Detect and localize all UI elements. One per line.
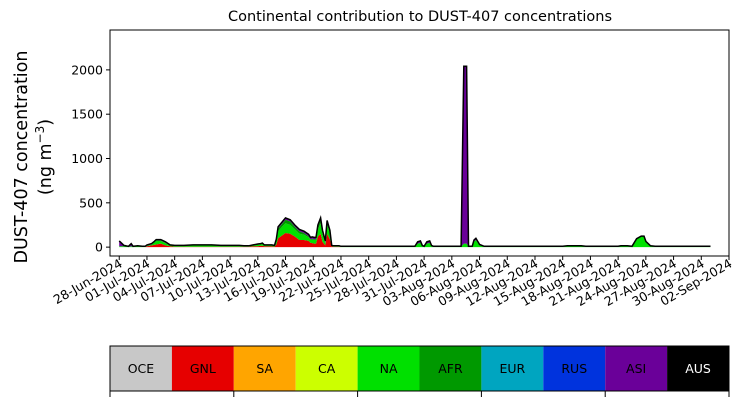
y-axis-label: DUST-407 concentration (ng m−3) — [12, 51, 56, 264]
legend-swatch-aus — [667, 346, 729, 391]
legend-swatch-gnl — [171, 346, 234, 391]
legend-swatch-afr — [419, 346, 482, 391]
legend-swatch-sa — [233, 346, 296, 391]
legend-label-rus: RUS — [561, 361, 587, 376]
legend-swatch-eur — [481, 346, 544, 391]
y-tick-label: 1000 — [71, 151, 103, 166]
legend-label-aus: AUS — [685, 361, 711, 376]
series-area-aus — [119, 66, 711, 247]
plot-frame — [109, 29, 730, 257]
series-area-asi — [119, 66, 711, 247]
legend-label-eur: EUR — [499, 361, 525, 376]
y-tick-label: 1500 — [71, 107, 103, 122]
legend-swatch-rus — [543, 346, 606, 391]
series-area-rus — [119, 219, 711, 247]
x-axis: 28-Jun-202401-Jul-202404-Jul-202407-Jul-… — [51, 256, 735, 309]
legend-label-asi: ASI — [626, 361, 646, 376]
legend-label-oce: OCE — [128, 361, 155, 376]
legend-swatch-na — [357, 346, 420, 391]
y-tick-label: 500 — [79, 195, 103, 210]
series-area-eur — [119, 219, 711, 247]
legend-swatch-asi — [605, 346, 668, 391]
legend-label-gnl: GNL — [190, 361, 216, 376]
series-area-na — [119, 223, 711, 248]
y-axis-label-line1: DUST-407 concentration — [12, 51, 32, 264]
legend-swatch-ca — [295, 346, 358, 391]
y-axis-label-line2: (ng m−3) — [33, 119, 56, 195]
legend-swatch-oce — [110, 346, 172, 391]
legend-label-afr: AFR — [438, 361, 463, 376]
chart-title: Continental contribution to DUST-407 con… — [228, 9, 612, 25]
legend-frame — [109, 345, 730, 392]
legend-label-ca: CA — [318, 361, 336, 376]
y-axis: 0 500 1000 1500 2000 — [71, 62, 110, 255]
legend-colorbar: OCE GNL SA CA NA AFR EUR RUS ASI AUS — [109, 345, 730, 397]
series-areas — [118, 65, 711, 248]
y-tick-label: 2000 — [71, 62, 103, 77]
series-area-afr — [119, 219, 711, 247]
legend-label-sa: SA — [256, 361, 273, 376]
y-tick-label: 0 — [95, 240, 103, 255]
total-line — [118, 65, 711, 248]
legend-label-na: NA — [380, 361, 398, 376]
